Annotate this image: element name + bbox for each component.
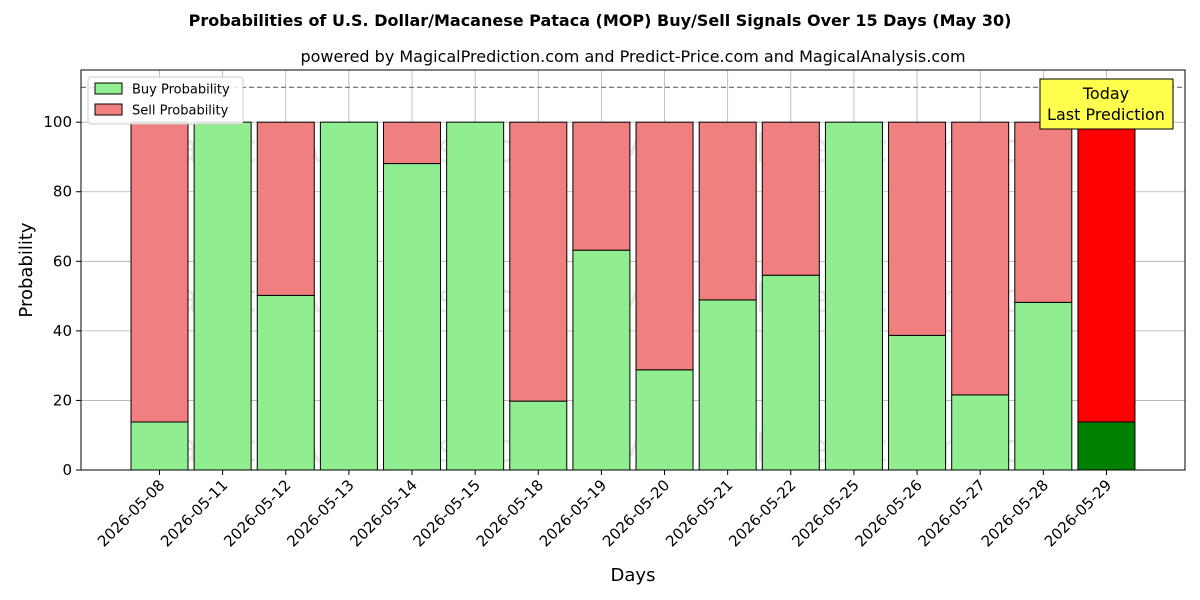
y-tick-label: 80 (53, 183, 72, 201)
x-tick-label: 2026-05-20 (599, 476, 673, 550)
y-tick-label: 60 (53, 252, 72, 270)
y-tick-label: 40 (53, 322, 72, 340)
x-tick-label: 2026-05-27 (915, 476, 989, 550)
sell-bar (635, 121, 694, 371)
sell-bar (1014, 121, 1073, 303)
buy-bar (446, 121, 505, 471)
y-axis: 0 20 40 60 80 100 (43, 113, 81, 479)
sell-bar (888, 121, 947, 336)
annotation-line1: Today (1082, 84, 1129, 103)
buy-bar (319, 121, 378, 471)
x-axis: 2026-05-082026-05-112026-05-122026-05-13… (94, 470, 1115, 550)
chart-title: Probabilities of U.S. Dollar/Macanese Pa… (189, 11, 1012, 30)
y-axis-label: Probability (16, 222, 37, 317)
buy-bar (951, 394, 1010, 471)
y-tick-label: 0 (62, 461, 72, 479)
today-annotation: Today Last Prediction (1039, 78, 1174, 130)
x-tick-label: 2026-05-29 (1041, 476, 1115, 550)
annotation-box (1039, 78, 1174, 130)
sell-bar (256, 121, 315, 296)
sell-bar (130, 121, 189, 423)
buy-bar (888, 334, 947, 471)
y-tick-label: 20 (53, 391, 72, 409)
x-tick-label: 2026-05-19 (536, 476, 610, 550)
x-tick-label: 2026-05-12 (220, 476, 294, 550)
chart-subtitle: powered by MagicalPrediction.com and Pre… (300, 47, 965, 66)
bars (130, 121, 1136, 471)
sell-bar (951, 121, 1010, 396)
x-tick-label: 2026-05-11 (157, 476, 231, 550)
sell-bar (572, 121, 631, 251)
buy-bar (635, 369, 694, 471)
sell-bar (509, 121, 568, 402)
legend: Buy Probability Sell Probability (87, 76, 244, 125)
legend-swatch (94, 103, 123, 116)
x-tick-label: 2026-05-28 (978, 476, 1052, 550)
buy-bar (130, 421, 189, 471)
x-tick-label: 2026-05-15 (410, 476, 484, 550)
x-tick-label: 2026-05-26 (852, 476, 926, 550)
legend-label: Sell Probability (132, 104, 229, 119)
sell-bar (698, 121, 757, 301)
buy-bar (572, 249, 631, 471)
x-axis-label: Days (611, 565, 656, 586)
x-tick-label: 2026-05-21 (662, 476, 736, 550)
buy-bar (256, 294, 315, 471)
buy-bar (1014, 301, 1073, 471)
buy-bar (761, 274, 820, 471)
plot-frame (80, 69, 1186, 471)
sell-bar (761, 121, 820, 276)
x-tick-label: 2026-05-14 (346, 476, 420, 550)
buy-bar (193, 121, 252, 471)
y-tick-label: 100 (43, 113, 72, 131)
x-tick-label: 2026-05-13 (283, 476, 357, 550)
x-tick-label: 2026-05-22 (725, 476, 799, 550)
buy-bar (509, 400, 568, 471)
legend-label: Buy Probability (132, 83, 230, 98)
buy-bar (824, 121, 883, 471)
x-tick-label: 2026-05-25 (788, 476, 862, 550)
buy-bar (698, 299, 757, 471)
legend-swatch (94, 82, 123, 95)
buy-bar (383, 163, 442, 471)
legend-box (87, 76, 244, 125)
x-tick-label: 2026-05-18 (473, 476, 547, 550)
sell-bar (1077, 121, 1136, 423)
buy-bar (1077, 421, 1136, 471)
sell-bar (383, 121, 442, 165)
x-tick-label: 2026-05-08 (94, 476, 168, 550)
annotation-line2: Last Prediction (1047, 105, 1165, 124)
